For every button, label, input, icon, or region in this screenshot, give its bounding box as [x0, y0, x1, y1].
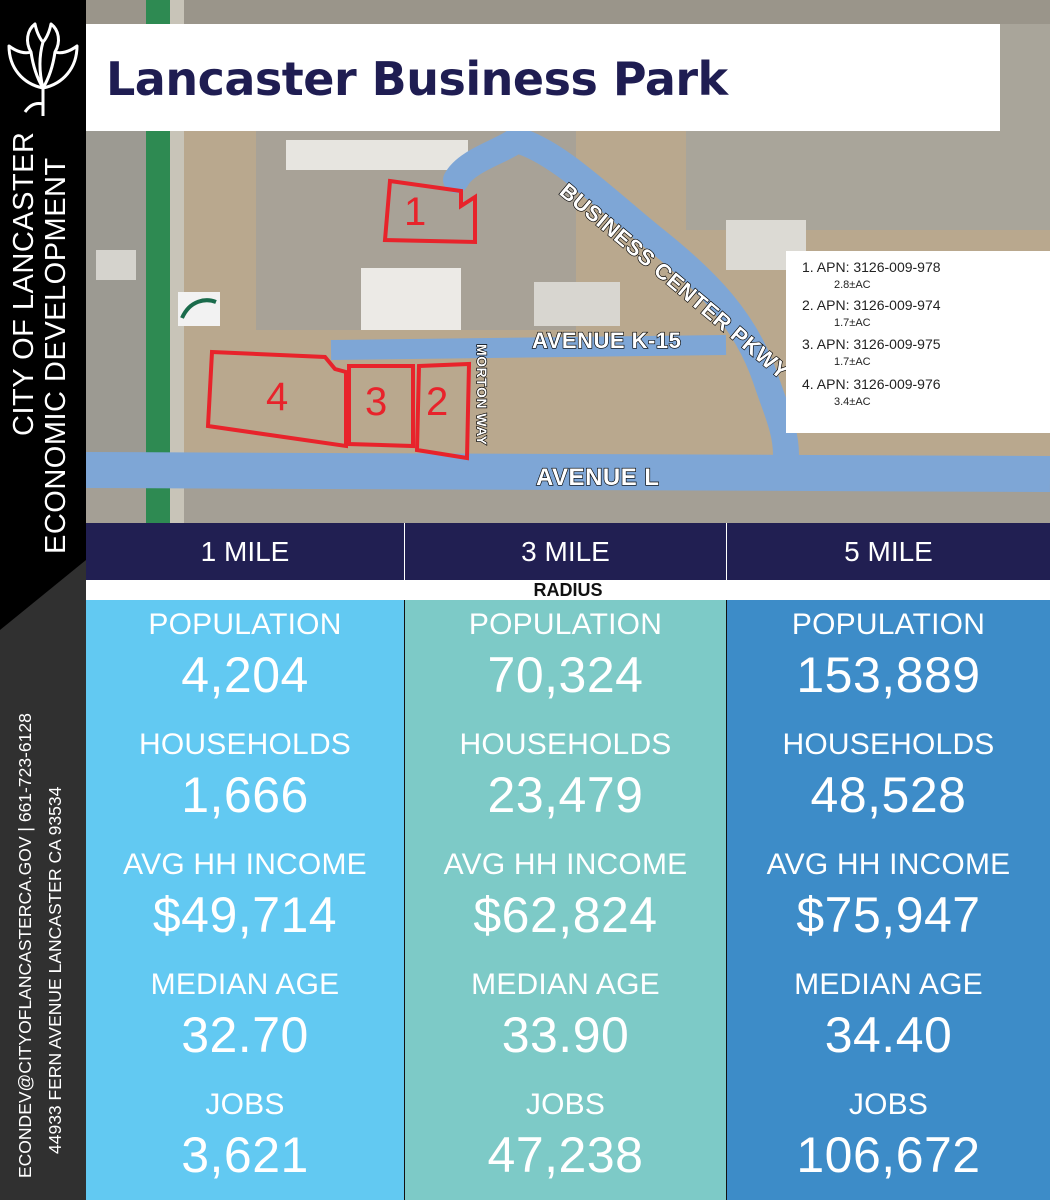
income-label: AVG HH INCOME — [123, 848, 367, 881]
radius-3-mile: 3 MILE — [521, 536, 610, 567]
jobs-value: 3,621 — [181, 1127, 309, 1183]
apn-acres-4: 3.4±AC — [834, 396, 871, 408]
households-value: 1,666 — [181, 767, 309, 823]
income-label: AVG HH INCOME — [443, 848, 688, 881]
apn-acres-1: 2.8±AC — [834, 279, 871, 291]
parcel-3-outline — [347, 364, 415, 449]
apn-acres-2: 1.7±AC — [834, 317, 871, 329]
parcel-label-2: 2 — [426, 380, 449, 424]
age-value: 32.70 — [181, 1007, 309, 1063]
income-label: AVG HH INCOME — [766, 848, 1011, 881]
road-label-avenue-k15: AVENUE K-15 — [531, 327, 682, 353]
apn-legend: 1. APN: 3126-009-978 2.8±AC 2. APN: 3126… — [786, 251, 1050, 433]
org-name-line2: ECONOMIC DEVELOPMENT — [40, 157, 72, 554]
age-value: 34.40 — [824, 1007, 953, 1063]
radius-5-mile: 5 MILE — [844, 536, 933, 567]
stats-column-1-mile: POPULATION 4,204 HOUSEHOLDS 1,666 AVG HH… — [86, 600, 404, 1200]
age-value: 33.90 — [501, 1007, 630, 1063]
radius-1-mile: 1 MILE — [200, 536, 290, 567]
income-value: $62,824 — [473, 887, 658, 943]
population-label: POPULATION — [791, 608, 986, 641]
contact-address: 44933 FERN AVENUE LANCASTER CA 93534 — [45, 786, 65, 1154]
households-label: HOUSEHOLDS — [782, 728, 995, 761]
jobs-value: 106,672 — [796, 1127, 981, 1183]
age-label: MEDIAN AGE — [471, 968, 660, 1001]
apn-entry-1: 1. APN: 3126-009-978 — [802, 259, 941, 275]
parcel-label-1: 1 — [404, 190, 427, 234]
radius-divider — [726, 523, 727, 580]
apn-entry-4: 4. APN: 3126-009-976 — [802, 376, 941, 392]
households-value: 23,479 — [487, 767, 644, 823]
road-label-morton: MORTON WAY — [473, 343, 490, 446]
population-value: 153,889 — [796, 647, 981, 703]
population-value: 70,324 — [487, 647, 644, 703]
parcel-1-outline — [382, 178, 477, 245]
contact-email-phone: ECONDEV@CITYOFLANCASTERCA.GOV | 661-723-… — [15, 713, 35, 1178]
stats-column-5-mile: POPULATION 153,889 HOUSEHOLDS 48,528 AVG… — [727, 600, 1050, 1200]
income-value: $49,714 — [152, 887, 338, 943]
radius-header: 1 MILE 3 MILE 5 MILE — [86, 523, 1050, 580]
households-value: 48,528 — [810, 767, 967, 823]
jobs-label: JOBS — [525, 1088, 606, 1121]
apn-acres-3: 1.7±AC — [834, 356, 871, 368]
parcel-label-4: 4 — [266, 375, 289, 419]
age-label: MEDIAN AGE — [794, 968, 983, 1001]
road-label-avenue-l: AVENUE L — [535, 463, 660, 491]
title-banner — [86, 24, 1000, 131]
poppy-flower-icon — [7, 22, 79, 116]
jobs-label: JOBS — [848, 1088, 929, 1121]
population-label: POPULATION — [468, 608, 663, 641]
apn-entry-2: 2. APN: 3126-009-974 — [802, 297, 941, 313]
parcel-2-outline — [414, 361, 472, 461]
radius-divider — [404, 523, 405, 580]
households-label: HOUSEHOLDS — [138, 728, 352, 761]
stats-column-3-mile: POPULATION 70,324 HOUSEHOLDS 23,479 AVG … — [405, 600, 726, 1200]
jobs-label: JOBS — [205, 1088, 285, 1121]
page-title: Lancaster Business Park — [106, 52, 728, 106]
population-label: POPULATION — [148, 608, 342, 641]
aerial-map: Lancaster Business Park 1 2 3 4 BUSINESS… — [86, 0, 1050, 523]
radius-heading: RADIUS — [86, 580, 1050, 600]
apn-entry-3: 3. APN: 3126-009-975 — [802, 336, 941, 352]
jobs-value: 47,238 — [487, 1127, 644, 1183]
org-name-line1: CITY OF LANCASTER — [8, 131, 40, 436]
sidebar: CITY OF LANCASTER ECONOMIC DEVELOPMENT E… — [0, 0, 86, 1200]
sidebar-contact-panel — [0, 560, 86, 1200]
parcel-label-3: 3 — [365, 380, 388, 424]
parcel-4-outline — [205, 349, 348, 449]
households-label: HOUSEHOLDS — [459, 728, 672, 761]
age-label: MEDIAN AGE — [150, 968, 340, 1001]
population-value: 4,204 — [181, 647, 309, 703]
income-value: $75,947 — [796, 887, 981, 943]
